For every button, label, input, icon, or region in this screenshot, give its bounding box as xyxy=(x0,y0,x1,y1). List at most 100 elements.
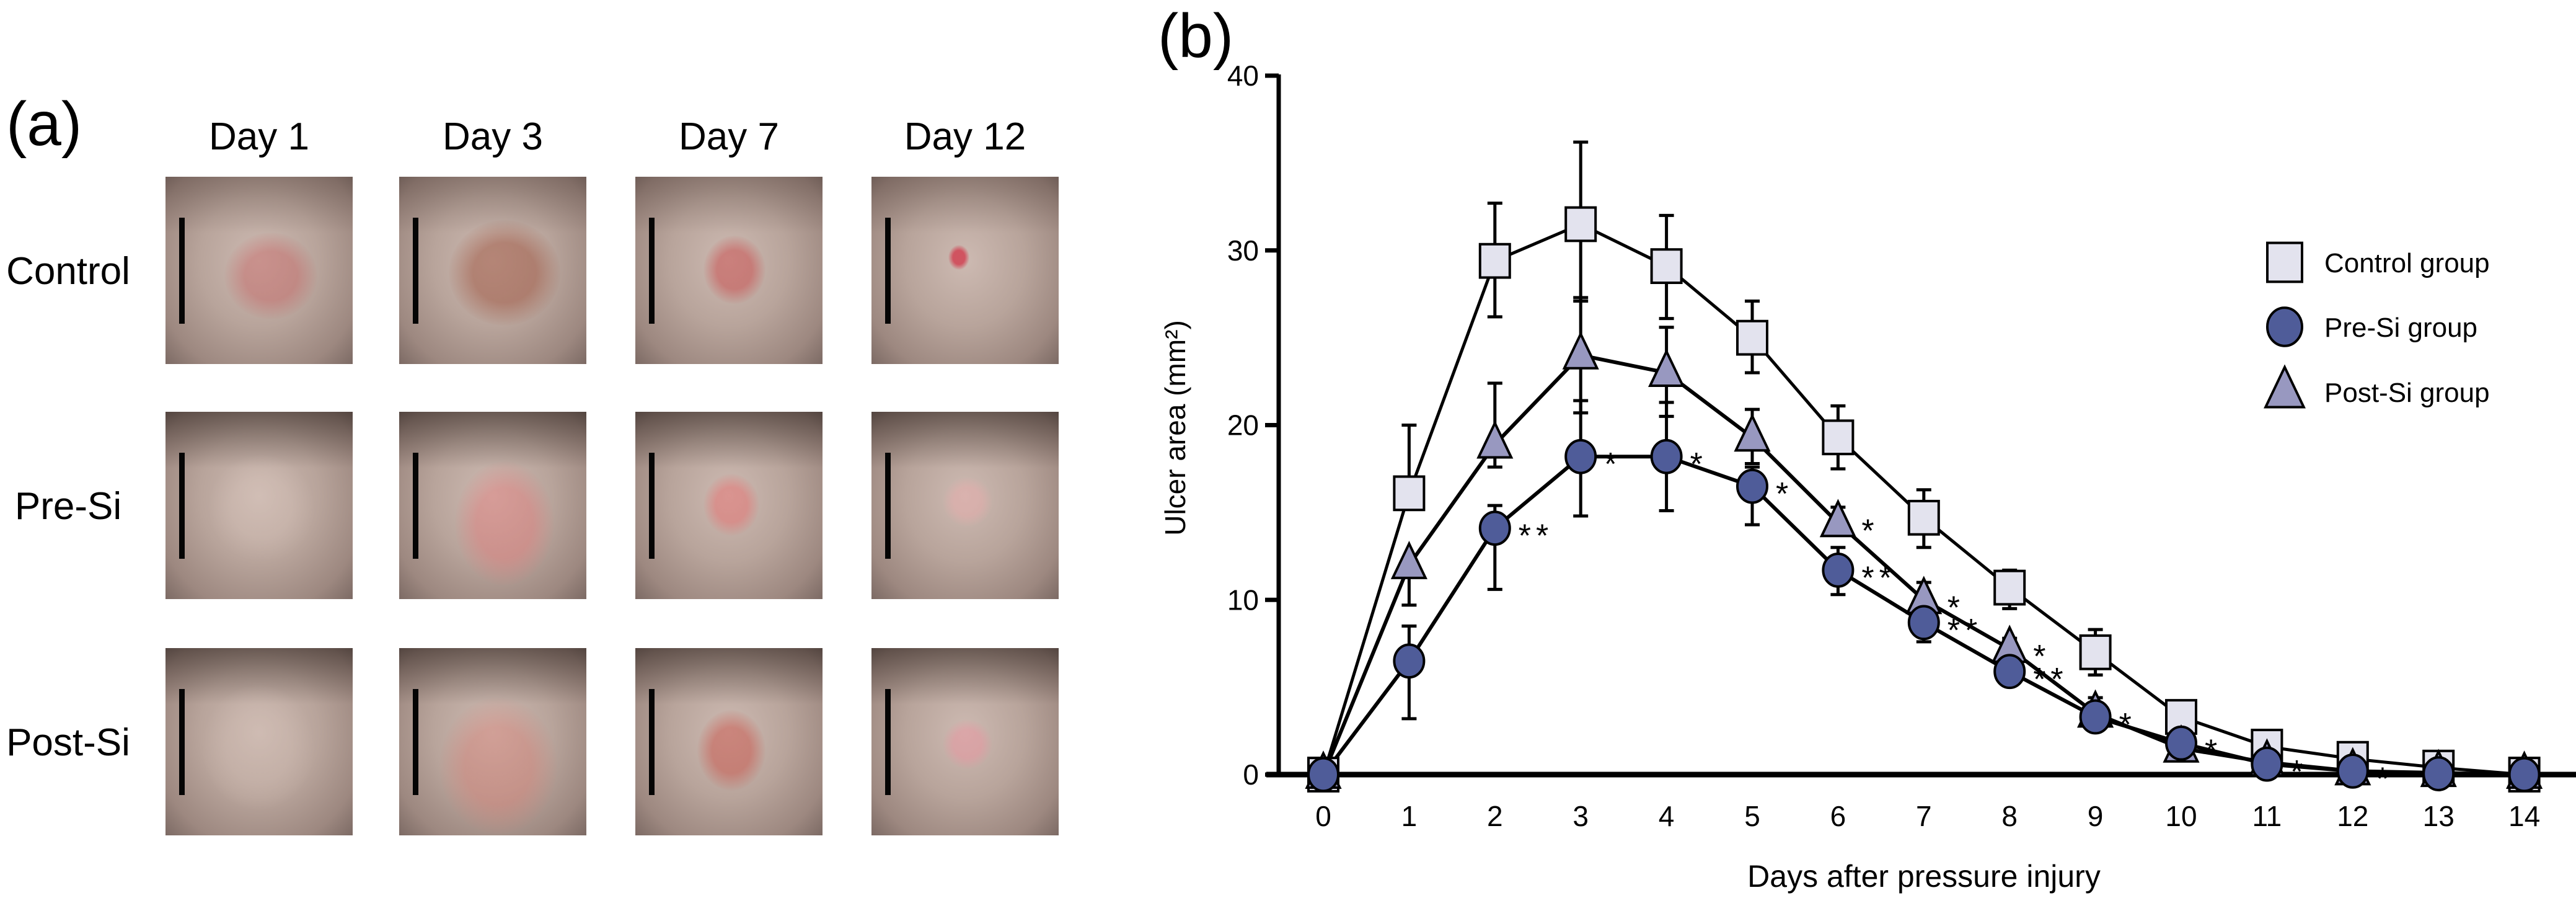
data-point-post-si-group xyxy=(2077,689,2114,728)
column-label-day-7: Day 7 xyxy=(679,115,779,158)
wound-area xyxy=(943,719,992,769)
scale-bar xyxy=(649,453,655,559)
data-point-post-si-group xyxy=(1390,541,1427,579)
data-point-post-si-group xyxy=(2506,750,2543,789)
significance-marker: ** xyxy=(1519,518,1553,554)
legend-label: Pre-Si group xyxy=(2324,313,2477,343)
data-point-post-si-group xyxy=(1476,420,1514,459)
wound-photo-pre-si-day-1 xyxy=(165,412,353,599)
significance-marker: * xyxy=(1776,476,1793,512)
error-bars xyxy=(1401,140,2103,724)
y-tick-label: 30 xyxy=(1227,234,1259,267)
significance-marker: ** xyxy=(1861,560,1896,596)
data-point-control-group xyxy=(2422,749,2455,786)
data-point-control-group xyxy=(2336,740,2369,777)
data-point-control-group xyxy=(1822,419,1855,456)
legend-label: Post-Si group xyxy=(2324,378,2490,408)
wound-area xyxy=(224,233,317,319)
data-point-post-si-group xyxy=(1305,750,1342,789)
legend: Control group Pre-Si group Post-Si group xyxy=(2264,241,2490,409)
significance-marker: * xyxy=(2033,639,2050,675)
x-tick-label: 7 xyxy=(1916,800,1932,832)
x-tick-label: 13 xyxy=(2423,800,2455,832)
data-point-pre-si-group xyxy=(1478,510,1511,546)
significance-marker: * xyxy=(1947,590,1965,626)
data-point-pre-si-group xyxy=(1564,438,1597,474)
data-point-post-si-group xyxy=(2163,724,2200,763)
wound-area xyxy=(943,477,992,527)
data-point-post-si-group xyxy=(1562,331,1599,370)
wound-area xyxy=(948,245,969,270)
scale-bar xyxy=(413,689,418,795)
data-point-pre-si-group xyxy=(2508,757,2541,793)
scale-bar xyxy=(649,689,655,795)
x-tick-label: 5 xyxy=(1744,800,1760,832)
square-marker-icon xyxy=(2266,241,2303,283)
x-axis-label: Days after pressure injury xyxy=(1747,859,2101,894)
data-point-post-si-group xyxy=(1819,499,1856,538)
x-tick-label: 6 xyxy=(1830,800,1846,832)
scale-bar xyxy=(179,689,185,795)
significance-marker: ** xyxy=(2033,662,2068,698)
wound-area xyxy=(449,220,560,326)
x-tick-label: 0 xyxy=(1315,800,1331,832)
series-lines xyxy=(1321,222,2525,776)
scale-bar xyxy=(179,453,185,559)
wound-photo-pre-si-day-12 xyxy=(871,412,1059,599)
significance-marker: ** xyxy=(1947,613,1982,649)
significance-marker: * xyxy=(1604,447,1621,482)
wound-photo-post-si-day-12 xyxy=(871,648,1059,835)
data-point-control-group xyxy=(2079,634,2112,670)
wound-photo-control-day-3 xyxy=(399,177,586,364)
data-point-pre-si-group xyxy=(2422,756,2455,791)
series-line-pre-si-group xyxy=(1321,455,2525,776)
scale-bar xyxy=(179,218,185,324)
wound-area xyxy=(704,236,765,304)
data-point-post-si-group xyxy=(2420,749,2457,788)
x-tick-label: 3 xyxy=(1573,800,1589,832)
data-point-control-group xyxy=(1736,319,1768,356)
y-tick-label: 10 xyxy=(1227,584,1259,616)
data-point-control-group xyxy=(1564,206,1597,242)
scale-bar xyxy=(885,218,891,324)
y-tick-label: 20 xyxy=(1227,409,1259,442)
data-point-control-group xyxy=(2508,757,2541,793)
panel-a-label: (a) xyxy=(6,89,82,159)
data-point-pre-si-group xyxy=(1993,654,2026,690)
triangle-marker-icon xyxy=(2264,364,2306,409)
legend-item-post-si-group: Post-Si group xyxy=(2264,364,2490,409)
wound-photo-post-si-day-1 xyxy=(165,648,353,835)
significance-marker: * xyxy=(2290,754,2308,790)
data-point-pre-si-group xyxy=(2251,746,2283,782)
x-tick-label: 2 xyxy=(1487,800,1503,832)
column-label-day-12: Day 12 xyxy=(904,115,1026,158)
data-point-pre-si-group xyxy=(2079,699,2112,735)
significance-marker: * xyxy=(1861,513,1879,549)
data-point-post-si-group xyxy=(1734,413,1771,452)
data-point-pre-si-group xyxy=(2165,725,2197,761)
legend-label: Control group xyxy=(2324,248,2490,278)
significance-marker: * xyxy=(2376,761,2394,797)
x-tick-label: 12 xyxy=(2337,800,2368,832)
data-point-post-si-group xyxy=(1991,625,2028,664)
wound-photo-post-si-day-3 xyxy=(399,648,586,835)
data-point-control-group xyxy=(1650,248,1683,284)
scale-bar xyxy=(413,218,418,324)
wound-photo-pre-si-day-7 xyxy=(635,412,823,599)
scale-bar xyxy=(885,689,891,795)
data-point-post-si-group xyxy=(1905,576,1943,615)
data-point-control-group xyxy=(1393,475,1426,512)
data-point-pre-si-group xyxy=(1650,438,1683,474)
y-axis-label: Ulcer area (mm²) xyxy=(1159,320,1191,536)
y-tick-label: 0 xyxy=(1243,758,1259,791)
data-point-post-si-group xyxy=(2248,738,2285,777)
data-point-post-si-group xyxy=(2334,747,2371,786)
series-markers xyxy=(1305,206,2543,793)
wound-area xyxy=(455,461,554,585)
x-tick-label: 1 xyxy=(1401,800,1418,832)
data-point-control-group xyxy=(1307,757,1339,793)
scale-bar xyxy=(885,453,891,559)
x-tick-label: 9 xyxy=(2088,800,2104,832)
